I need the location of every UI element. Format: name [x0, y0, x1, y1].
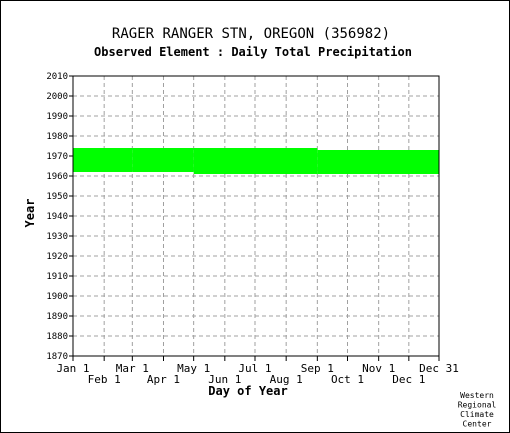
x-axis-label: Day of Year: [208, 384, 287, 398]
y-tick-label: 1880: [46, 332, 68, 342]
x-tick-label: Aug 1: [270, 373, 303, 386]
chart-subtitle: Observed Element : Daily Total Precipita…: [94, 45, 412, 59]
y-tick-label: 2000: [46, 92, 68, 102]
y-axis-ticks: 2010 2000 1990 1980 1970 1960 1950 1940 1930 1920…: [46, 72, 73, 362]
x-tick-label: Dec 1: [392, 373, 425, 386]
x-tick-label: Jun 1: [208, 373, 241, 386]
y-tick-label: 1950: [46, 192, 68, 202]
y-tick-label: 1990: [46, 112, 68, 122]
x-tick-label: Mar 1: [116, 362, 149, 375]
y-tick-label: 1870: [46, 352, 68, 362]
credit-line: Western: [460, 391, 494, 400]
y-tick-label: 1930: [46, 232, 68, 242]
x-tick-label: Nov 1: [362, 362, 395, 375]
x-tick-label: Jul 1: [238, 362, 271, 375]
x-tick-label: Jan 1: [56, 362, 89, 375]
y-tick-label: 2010: [46, 72, 68, 82]
y-axis-label: Year: [23, 199, 37, 228]
y-tick-label: 1910: [46, 272, 68, 282]
y-tick-label: 1890: [46, 312, 68, 322]
grid-layer: [72, 75, 440, 357]
y-tick-label: 1940: [46, 212, 68, 222]
x-tick-label: Sep 1: [301, 362, 334, 375]
x-tick-label: Feb 1: [88, 373, 121, 386]
y-tick-label: 1980: [46, 132, 68, 142]
x-tick-label: Dec 31: [419, 362, 459, 375]
credit-line: Climate: [460, 410, 494, 419]
x-axis-ticks: Jan 1 Mar 1 May 1 Jul 1 Sep 1 Nov 1 Dec 31 Feb …: [56, 356, 459, 386]
data-coverage-bar: [73, 148, 133, 172]
credit-line: Center: [463, 420, 492, 429]
data-coverage-bar: [317, 150, 439, 174]
x-tick-label: May 1: [177, 362, 210, 375]
credit-line: Regional: [458, 401, 497, 410]
chart-title: RAGER RANGER STN, OREGON (356982): [112, 26, 390, 42]
y-tick-label: 1900: [46, 292, 68, 302]
y-tick-label: 1960: [46, 172, 68, 182]
x-tick-label: Apr 1: [147, 373, 180, 386]
data-coverage-bar: [132, 148, 194, 172]
data-coverage-bar: [193, 148, 318, 174]
y-tick-label: 1970: [46, 152, 68, 162]
y-tick-label: 1920: [46, 252, 68, 262]
x-tick-label: Oct 1: [331, 373, 364, 386]
data-layer: [73, 148, 439, 174]
